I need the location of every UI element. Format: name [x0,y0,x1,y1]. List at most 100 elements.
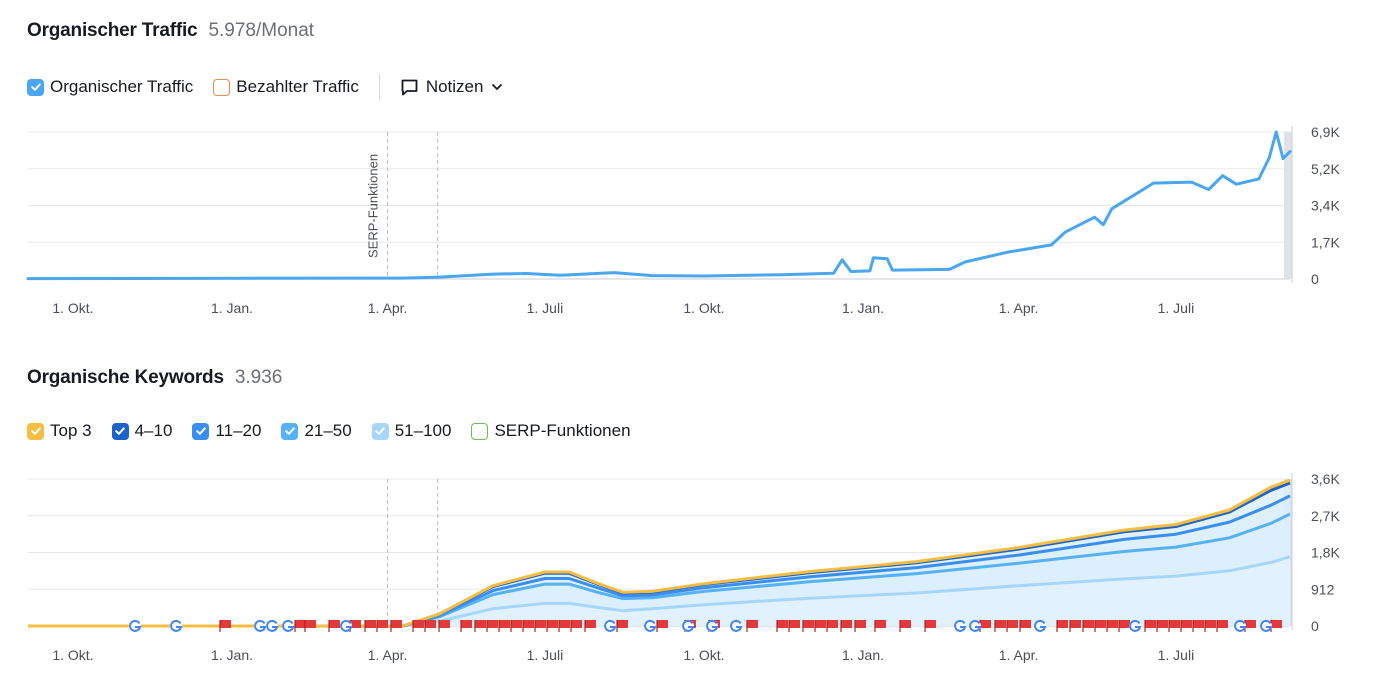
legend-item[interactable]: SERP-Funktionen [471,421,631,441]
flag-icon [294,620,306,632]
series-area [28,495,1290,626]
google-bg [129,620,141,632]
google-glyph [266,619,279,632]
flag-icon [328,620,340,632]
notes-label: Notizen [425,77,484,96]
chevron-down-icon [492,84,503,90]
flag-shape [875,620,886,628]
flag-icon [219,620,231,632]
series-line [28,555,1291,628]
keywords-metric: 3.936 [234,367,283,388]
google-bg [1034,620,1046,632]
x-tick-label: 1. Okt. [683,647,724,663]
flag-icon [854,620,866,632]
flag-shape [617,620,628,628]
flag-shape [1271,620,1282,628]
series-line [28,512,1291,628]
flag-shape [1070,620,1081,628]
series-line [28,478,1291,628]
flag-shape [377,620,388,628]
y-tick-label: 6,9K [1311,124,1340,140]
flag-shape [1181,620,1192,628]
traffic-series [26,130,1292,281]
serp-feature-markers [129,619,1282,632]
legend-item[interactable]: 4–10 [111,421,172,441]
google-icon [129,619,142,632]
flag-shape [995,620,1006,628]
google-icon [954,619,967,632]
flag-shape [1157,620,1168,628]
google-glyph [1034,619,1047,632]
google-icon [1129,619,1142,632]
checkbox-checked-icon[interactable] [371,422,389,440]
google-bg [282,620,294,632]
keywords-grid [28,473,1293,630]
legend-label: Bezahlter Traffic [236,77,359,96]
flag-icon [522,620,534,632]
checkbox-unchecked-icon[interactable] [471,422,489,440]
traffic-metric: 5.978/Monat [208,20,315,41]
flag-icon [304,620,316,632]
flag-shape [295,620,306,628]
legend-item[interactable]: 51–100 [371,421,451,441]
legend-paid-traffic[interactable]: Bezahlter Traffic [213,77,359,97]
flag-icon [1106,620,1118,632]
google-glyph [170,619,183,632]
flag-shape [1169,620,1180,628]
checkbox-checked-icon[interactable] [192,422,210,440]
flag-icon [840,620,852,632]
flag-icon [802,620,814,632]
traffic-y-axis: 0 1,7K 3,4K 5,2K 6,9K [1311,124,1340,287]
keywords-x-axis: 1. Okt. 1. Jan. 1. Apr. 1. Juli 1. Okt. 1. Ja… [52,647,1194,663]
checkbox-unchecked-icon[interactable] [213,78,231,96]
google-glyph [682,619,695,632]
traffic-x-axis: 1. Okt. 1. Jan. 1. Apr. 1. Juli 1. Okt. 1. Ja… [52,300,1194,316]
flag-shape [329,620,340,628]
current-period-bar [1284,132,1292,279]
flag-shape [511,620,522,628]
x-tick-label: 1. Apr. [368,300,408,316]
google-icon [969,619,982,632]
flag-icon [994,620,1006,632]
flag-icon [814,620,826,632]
flag-icon [1204,620,1216,632]
google-bg [682,620,694,632]
y-tick-label: 1,7K [1311,234,1340,250]
flag-icon [364,620,376,632]
checkbox-checked-icon[interactable] [281,422,299,440]
legend-item[interactable]: Top 3 [27,421,92,441]
flag-shape [499,620,510,628]
google-glyph [1234,619,1247,632]
google-icon [1260,619,1273,632]
flag-icon [979,620,991,632]
flag-shape [1020,620,1031,628]
legend-label: 21–50 [304,421,352,440]
notes-dropdown[interactable]: Notizen [400,77,505,97]
flag-shape [391,620,402,628]
flag-icon [460,620,472,632]
flag-shape [815,620,826,628]
checkbox-checked-icon[interactable] [27,78,44,96]
flag-icon [1270,620,1282,632]
checkbox-checked-icon[interactable] [111,422,129,440]
flag-icon [570,620,582,632]
google-bg [170,620,182,632]
flag-icon [1082,620,1094,632]
google-bg [254,620,266,632]
flag-icon [1019,620,1031,632]
x-tick-label: 1. Okt. [683,300,724,316]
legend-organic-traffic[interactable]: Organischer Traffic [27,77,193,97]
legend-item[interactable]: 11–20 [192,421,261,441]
google-glyph [954,619,967,632]
series-area [28,480,1290,626]
legend-item[interactable]: 21–50 [281,421,352,441]
google-icon [282,619,295,632]
google-glyph [1260,619,1273,632]
flag-shape [709,620,720,628]
google-icon [266,619,279,632]
checkbox-checked-icon[interactable] [27,422,44,440]
traffic-annotation-lines: SERP-Funktionen [366,132,439,279]
flag-icon [656,620,668,632]
